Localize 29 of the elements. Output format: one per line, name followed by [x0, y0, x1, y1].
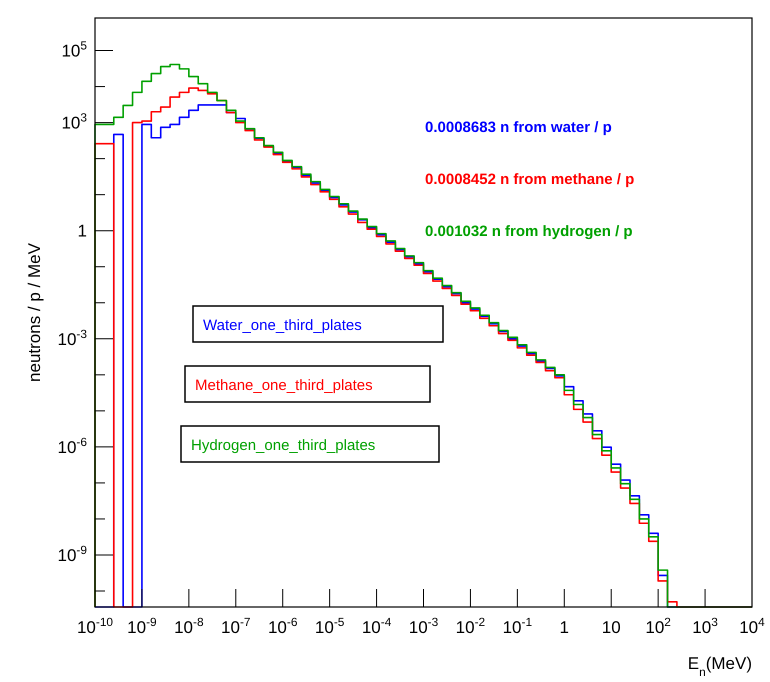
y-tick-label: 10$^{-9}$ [58, 542, 88, 565]
x-tick-label: 10$^{4}$ [739, 615, 766, 637]
x-tick-label: 10$^{-2}$ [456, 615, 486, 637]
x-axis-title: E$_{n}$(MeV) [688, 654, 752, 679]
x-tick-label: 10$^{2}$ [645, 615, 672, 637]
y-axis-title: neutrons / p / MeV [25, 242, 44, 382]
x-tick-label: 10$^{-8}$ [174, 615, 204, 637]
x-tick-label: 10$^{-7}$ [221, 615, 251, 637]
x-tick-label: 10$^{-6}$ [268, 615, 298, 637]
x-tick-label: 10$^{-3}$ [408, 615, 439, 637]
x-tick-label: 1 [560, 618, 570, 637]
text: Hydrogen_one_third_plates [191, 437, 376, 454]
y-tick-label: 10$^{-3}$ [58, 326, 88, 349]
text: Water_one_third_plates [203, 317, 362, 334]
y-tick-label: 1 [78, 222, 87, 241]
annotation: 0.001032 n from hydrogen / p [425, 223, 633, 240]
x-tick-label: 10$^{-10}$ [76, 615, 114, 637]
annotation: 0.0008683 n from water / p [425, 119, 612, 136]
x-tick-label: 10$^{3}$ [692, 615, 718, 637]
x-tick-label: 10$^{-1}$ [502, 615, 532, 637]
y-tick-label: 10$^{-6}$ [58, 434, 88, 457]
x-tick-label: 10$^{-4}$ [362, 615, 392, 637]
text: Methane_one_third_plates [195, 377, 373, 394]
x-tick-label: 10 [602, 618, 621, 637]
y-tick-label: 10$^{3}$ [61, 110, 88, 133]
x-tick-label: 10$^{-9}$ [127, 615, 158, 637]
x-tick-label: 10$^{-5}$ [314, 615, 345, 637]
y-tick-label: 10$^{5}$ [61, 38, 88, 61]
annotation: 0.0008452 n from methane / p [425, 171, 634, 188]
